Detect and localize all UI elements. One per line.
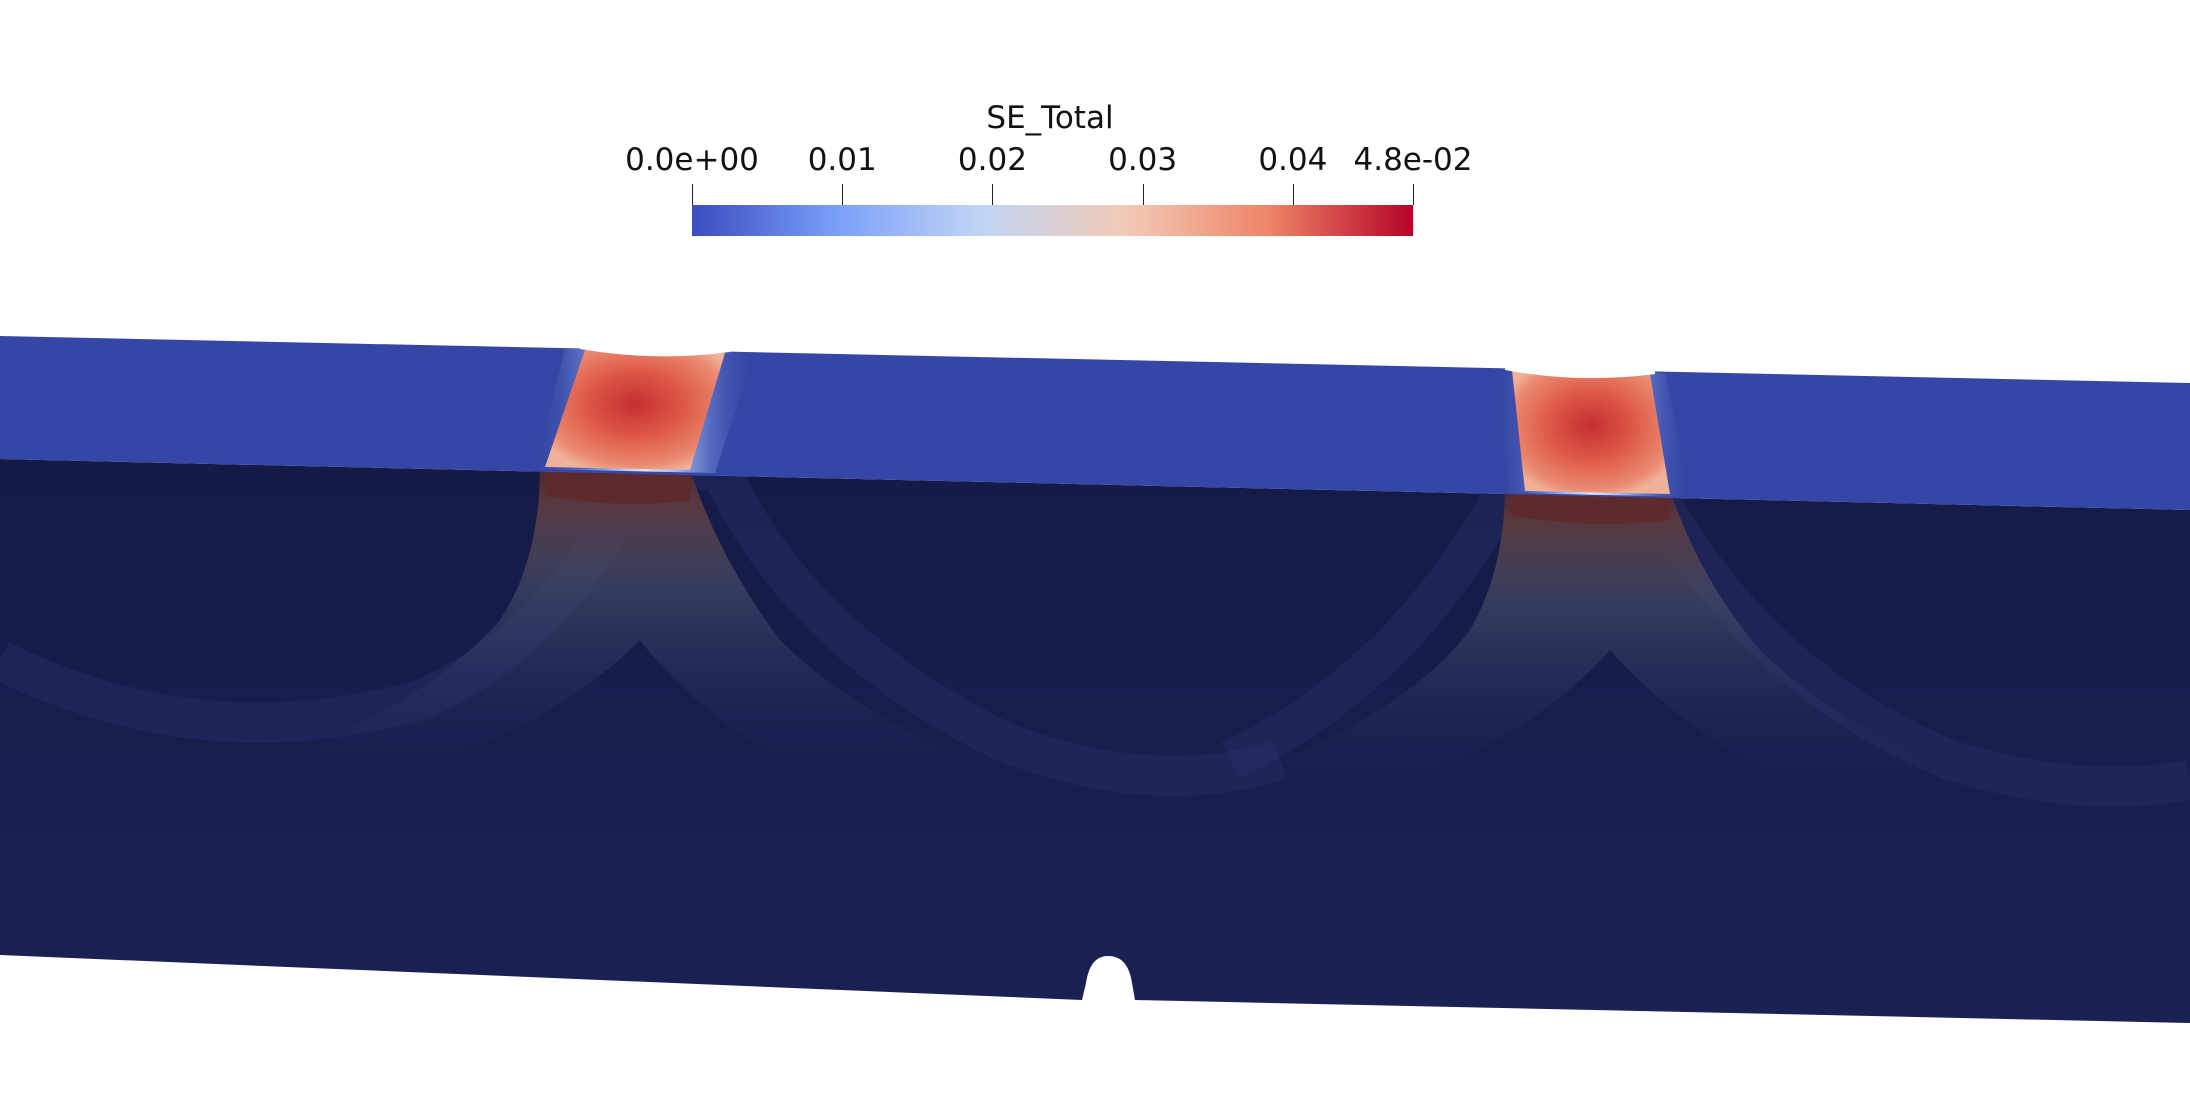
color-legend-tick-label: 0.04: [1258, 142, 1328, 178]
color-legend-title: SE_Total: [986, 100, 1114, 136]
color-legend: SE_Total 0.0e+00 0.01 0.02 0.03 0.04 4.8e-02: [620, 100, 1480, 240]
color-legend-tick-mark: [1292, 184, 1294, 205]
color-legend-tick-mark: [1413, 184, 1414, 205]
top-surface: [0, 336, 2190, 510]
color-legend-bar: [692, 205, 1413, 236]
color-legend-tick-mark: [1142, 184, 1144, 205]
color-legend-tick-label: 0.02: [957, 142, 1027, 178]
color-legend-tick-label: 0.03: [1108, 142, 1178, 178]
color-legend-tick-mark: [692, 184, 693, 205]
side-face: [0, 459, 2190, 1023]
color-legend-tick-mark: [992, 184, 994, 205]
color-legend-tick-mark: [842, 184, 844, 205]
color-legend-tick-label: 0.0e+00: [625, 142, 759, 178]
color-legend-tick-label: 0.01: [807, 142, 877, 178]
hot-spot-right: [1512, 370, 1670, 494]
color-legend-tick-label: 4.8e-02: [1353, 142, 1473, 178]
hot-spot-left: [545, 350, 725, 470]
